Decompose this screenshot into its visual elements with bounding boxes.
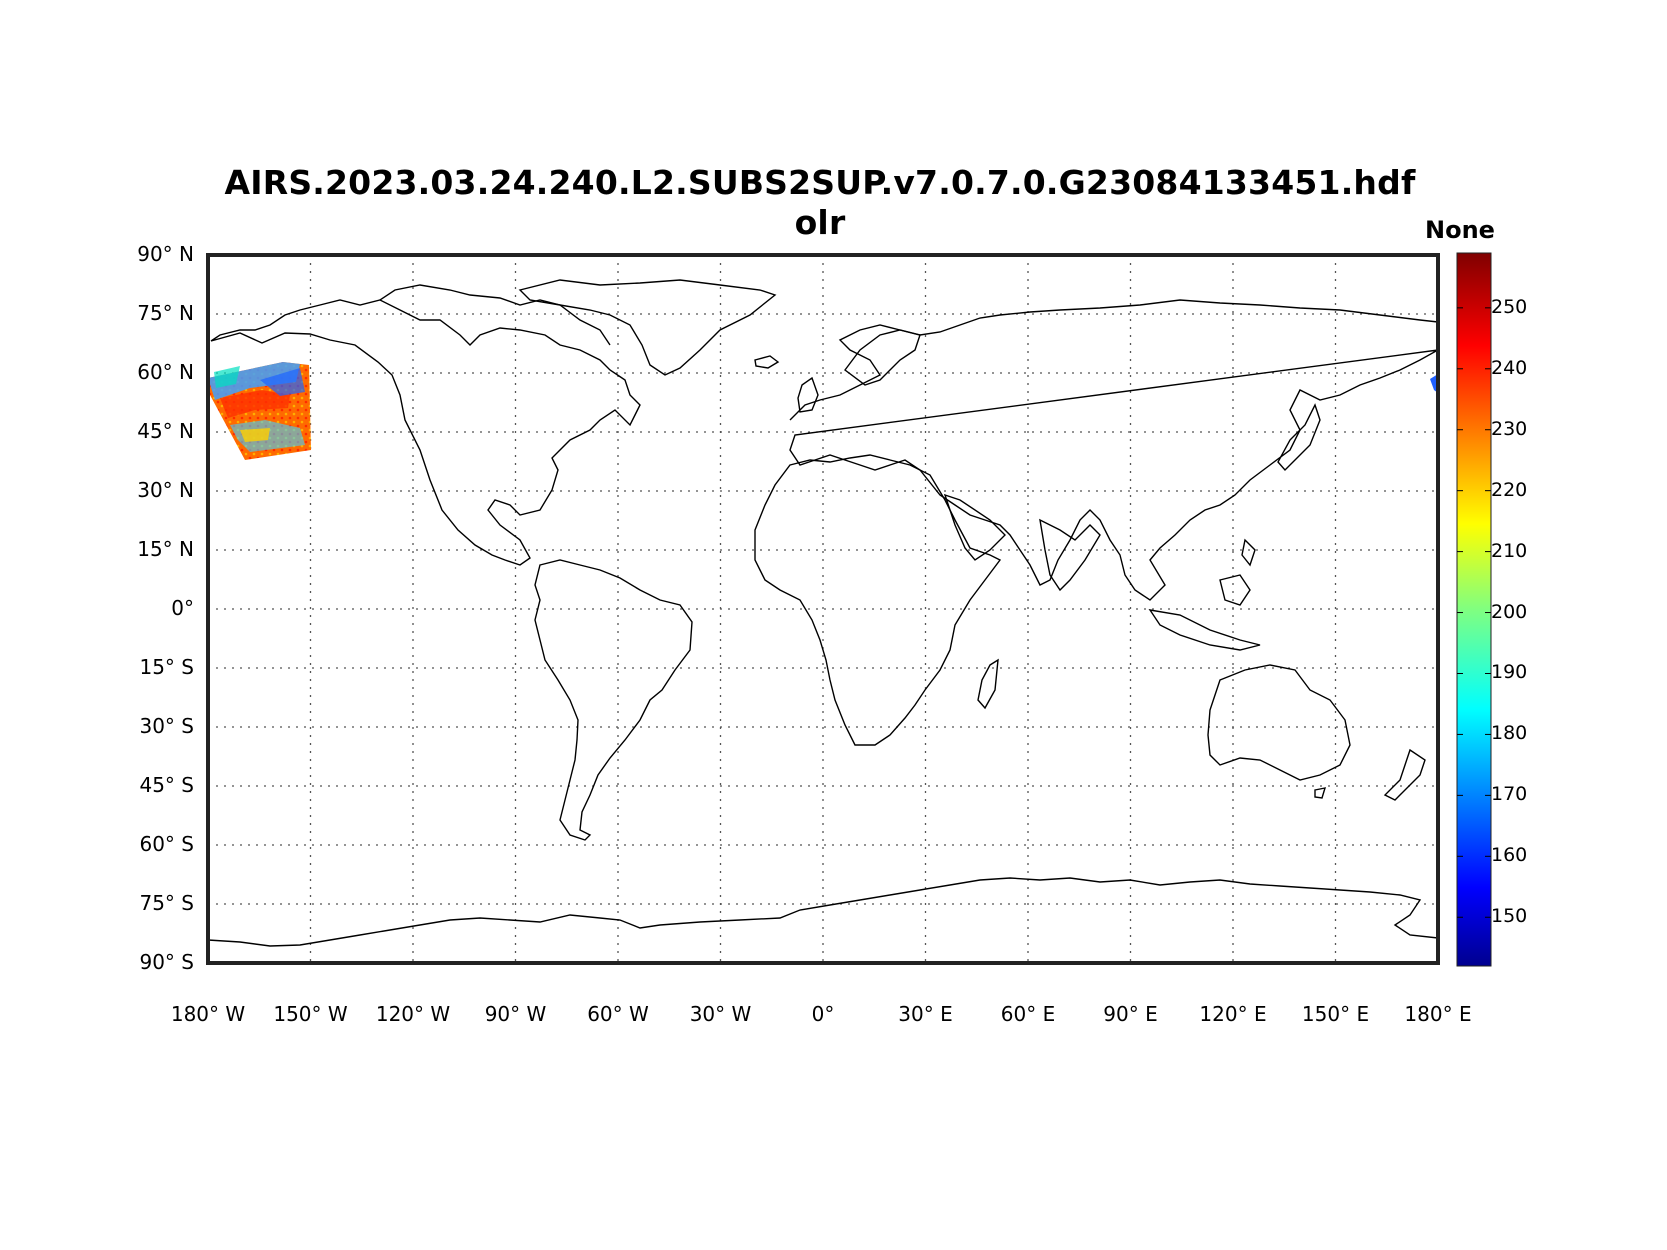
latitude-tick-label: 60° N bbox=[137, 360, 194, 384]
latitude-tick-label: 30° S bbox=[139, 714, 194, 738]
colorbar-tick-label: 240 bbox=[1491, 356, 1528, 379]
colorbar-tick-label: 210 bbox=[1491, 539, 1528, 562]
colorbar-ticks bbox=[1457, 307, 1491, 918]
longitude-tick-label: 120° E bbox=[1199, 1002, 1267, 1026]
colorbar-tick-label: 250 bbox=[1491, 295, 1528, 318]
latitude-tick-label: 30° N bbox=[137, 478, 194, 502]
longitude-tick-label: 60° W bbox=[587, 1002, 649, 1026]
colorbar-tick-label: 170 bbox=[1491, 783, 1528, 806]
longitude-tick-label: 0° bbox=[811, 1002, 835, 1026]
map-frame bbox=[206, 253, 1440, 965]
latitude-tick-label: 45° S bbox=[139, 773, 194, 797]
latitude-tick-label: 75° N bbox=[137, 301, 194, 325]
latitude-tick-label: 0° bbox=[171, 596, 194, 620]
longitude-tick-label: 30° W bbox=[689, 1002, 752, 1026]
figure-subtitle: olr bbox=[794, 203, 846, 242]
colorbar-tick-label: 150 bbox=[1491, 905, 1528, 928]
colorbar-tick-label: 200 bbox=[1491, 600, 1528, 623]
longitude-tick-label: 150° E bbox=[1301, 1002, 1370, 1026]
colorbar bbox=[1456, 252, 1492, 967]
latitude-tick-label: 15° N bbox=[137, 537, 194, 561]
colorbar-tick-label: 160 bbox=[1491, 844, 1528, 867]
colorbar-tick-label: 190 bbox=[1491, 661, 1528, 684]
longitude-tick-label: 150° W bbox=[273, 1002, 348, 1026]
latitude-tick-label: 90° S bbox=[139, 950, 194, 974]
longitude-tick-label: 180° W bbox=[170, 1002, 246, 1026]
longitude-tick-label: 90° W bbox=[484, 1002, 547, 1026]
latitude-tick-label: 60° S bbox=[139, 832, 194, 856]
longitude-tick-label: 60° E bbox=[1000, 1002, 1056, 1026]
longitude-tick-label: 120° W bbox=[375, 1002, 451, 1026]
colorbar-label: None bbox=[1425, 216, 1495, 244]
longitude-tick-label: 90° E bbox=[1103, 1002, 1158, 1026]
longitude-tick-label: 180° E bbox=[1404, 1002, 1472, 1026]
latitude-tick-label: 90° N bbox=[137, 242, 194, 266]
latitude-tick-label: 75° S bbox=[139, 891, 194, 915]
longitude-tick-label: 30° E bbox=[898, 1002, 953, 1026]
latitude-tick-label: 15° S bbox=[139, 655, 194, 679]
colorbar-tick-label: 180 bbox=[1491, 722, 1528, 745]
colorbar-tick-label: 230 bbox=[1491, 417, 1528, 440]
figure-title: AIRS.2023.03.24.240.L2.SUBS2SUP.v7.0.7.0… bbox=[224, 163, 1416, 202]
coastlines bbox=[208, 279, 1438, 947]
olr-data-swath bbox=[208, 362, 1438, 460]
graticule bbox=[208, 255, 1438, 963]
latitude-tick-label: 45° N bbox=[137, 419, 194, 443]
colorbar-tick-label: 220 bbox=[1491, 478, 1528, 501]
